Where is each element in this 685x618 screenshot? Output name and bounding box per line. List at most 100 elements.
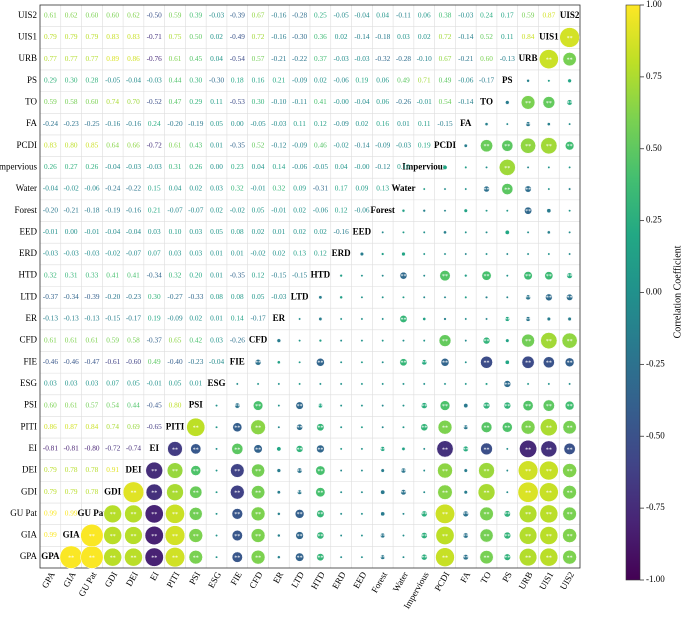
correlation-label: 0.07 [106,379,119,388]
significance-mark: ** [400,491,406,497]
correlation-label: -0.16 [334,227,350,236]
correlation-label: 0.04 [376,10,389,19]
correlation-circle [381,317,385,321]
correlation-label: -0.60 [126,357,142,366]
significance-mark: ** [172,469,178,475]
column-label: CFD [247,570,265,591]
correlation-circle [295,401,304,410]
correlation-circle [505,447,509,451]
significance-mark: ** [463,426,469,432]
correlation-label: -0.04 [209,357,225,366]
correlation-circle [339,490,343,494]
correlation-label: 0.72 [439,32,452,41]
correlation-label: -0.00 [354,162,370,171]
correlation-label: 0.02 [189,184,202,193]
colorbar-label: Correlation Coefficient [672,245,683,338]
correlation-label: 0.26 [44,162,57,171]
correlation-label: 0.74 [106,422,119,431]
correlation-circle [561,332,578,349]
correlation-circle [421,553,428,561]
correlation-circle [103,526,122,545]
diagonal-label: URB [519,53,538,63]
correlation-label: -0.11 [292,97,307,106]
correlation-label: -0.27 [167,292,183,301]
correlation-label: -0.04 [126,75,142,84]
correlation-circle [144,547,164,567]
significance-mark: ** [546,512,552,518]
significance-mark: ** [442,426,448,432]
correlation-circle [568,382,572,386]
correlation-label: -0.81 [43,444,59,453]
correlation-label: -0.13 [500,54,516,63]
correlation-label: -0.17 [126,314,142,323]
correlation-circle [422,447,426,451]
significance-mark: ** [442,447,448,453]
correlation-label: 0.79 [44,465,57,474]
correlation-label: -0.09 [167,314,183,323]
correlation-circle [443,317,447,321]
correlation-circle [190,465,202,476]
correlation-label: -0.19 [188,119,204,128]
correlation-circle [547,122,551,126]
correlation-circle [124,547,143,567]
significance-mark: ** [567,491,573,497]
correlation-label: -0.04 [126,227,142,236]
correlation-circle [498,159,516,176]
correlation-circle [437,462,453,479]
diagonal-label: EI [149,443,159,453]
correlation-label: 0.31 [169,162,182,171]
correlation-circle [526,230,530,234]
plot-frame [39,4,581,569]
correlation-circle [189,507,203,521]
correlation-circle [422,490,426,494]
correlation-circle [402,534,405,537]
row-label: Impervious [0,161,37,171]
correlation-circle [568,209,572,213]
correlation-label: -0.03 [209,10,225,19]
correlation-label: -0.37 [147,335,163,344]
correlation-circle [276,490,281,495]
correlation-label: 0.45 [189,54,202,63]
correlation-label: -0.13 [84,314,100,323]
diagonal-label: UIS1 [539,32,559,42]
correlation-circle [501,139,514,152]
correlation-circle [564,357,575,367]
significance-mark: ** [484,556,490,562]
correlation-label: 0.52 [252,140,265,149]
correlation-label: 0.00 [231,119,244,128]
significance-mark: ** [463,534,469,540]
correlation-circle [505,252,509,256]
diagonal-label: PITI [166,421,185,431]
correlation-label: 0.29 [44,75,57,84]
correlation-circle [485,382,489,386]
correlation-circle [145,461,163,480]
row-label: ESG [20,378,38,388]
correlation-label: 0.89 [106,54,119,63]
significance-mark: ** [525,404,531,410]
column-label: UIS2 [558,570,576,591]
correlation-label: 0.57 [252,54,265,63]
correlation-label: 0.03 [169,249,182,258]
correlation-label: 0.11 [293,119,306,128]
correlation-label: -0.32 [375,54,391,63]
correlation-circle [250,549,266,565]
correlation-label: -0.14 [354,32,370,41]
correlation-circle [463,490,468,495]
correlation-label: 0.12 [314,249,327,258]
correlation-label: 0.59 [522,10,535,19]
correlation-circle [250,528,266,543]
correlation-circle [463,468,468,473]
correlation-label: 0.30 [148,292,161,301]
significance-mark: ** [525,469,531,475]
significance-mark: ** [380,556,386,562]
correlation-label: 0.44 [127,400,140,409]
correlation-circle [480,356,493,369]
correlation-label: -0.61 [105,357,121,366]
correlation-circle [546,208,552,214]
correlation-circle [462,532,469,539]
correlation-circle [339,404,343,408]
correlation-circle [519,526,538,545]
correlation-label: -0.01 [147,379,163,388]
correlation-circle [503,380,511,388]
significance-mark: ** [504,556,510,562]
